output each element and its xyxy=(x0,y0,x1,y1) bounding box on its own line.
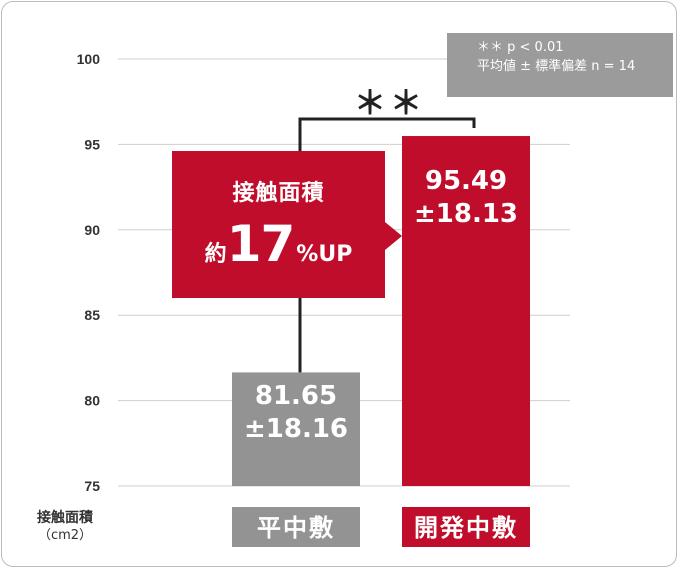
y-tick-label: 90 xyxy=(84,222,100,238)
bar-value-label-flat: 81.65 ±18.16 xyxy=(232,380,360,446)
y-tick-label: 80 xyxy=(84,393,100,409)
callout-number: 17 xyxy=(226,215,296,273)
callout-suffix: %UP xyxy=(296,242,353,267)
bar-value-mean: 81.65 xyxy=(254,381,338,411)
callout-text: 接触面積 約17%UP xyxy=(172,151,385,269)
y-axis-label: 接触面積 xyxy=(37,510,93,526)
y-tick-label: 95 xyxy=(84,136,100,152)
category-label-box xyxy=(402,507,530,547)
callout-figure: 約17%UP xyxy=(172,219,385,269)
significance-mark: ＊＊ xyxy=(353,84,426,122)
p-value-note: ＊＊ p < 0.01 xyxy=(477,40,564,55)
y-tick-label: 85 xyxy=(84,307,100,323)
bar-value-sd: ±18.16 xyxy=(243,414,349,444)
bar-value-sd: ±18.13 xyxy=(413,199,519,229)
sample-note: 平均値 ± 標準偏差 n = 14 xyxy=(477,59,636,74)
y-tick-label: 100 xyxy=(77,51,101,67)
bar xyxy=(402,136,530,486)
y-tick-label: 75 xyxy=(84,478,100,494)
category-label: 平中敷 xyxy=(257,514,335,542)
y-axis-unit: （cm2） xyxy=(37,528,93,543)
callout-balloon xyxy=(172,151,402,298)
bar-value-label-developed: 95.49 ±18.13 xyxy=(402,165,530,231)
callout-prefix: 約 xyxy=(204,242,227,267)
callout-title: 接触面積 xyxy=(232,181,325,206)
bar xyxy=(232,372,360,486)
y-axis-title: 接触面積 （cm2） xyxy=(20,509,110,545)
bar-value-mean: 95.49 xyxy=(424,166,508,196)
category-label: 開発中敷 xyxy=(414,514,518,542)
category-label-box xyxy=(232,507,360,547)
stats-note-box: ＊＊ p < 0.01 平均値 ± 標準偏差 n = 14 xyxy=(447,33,673,97)
